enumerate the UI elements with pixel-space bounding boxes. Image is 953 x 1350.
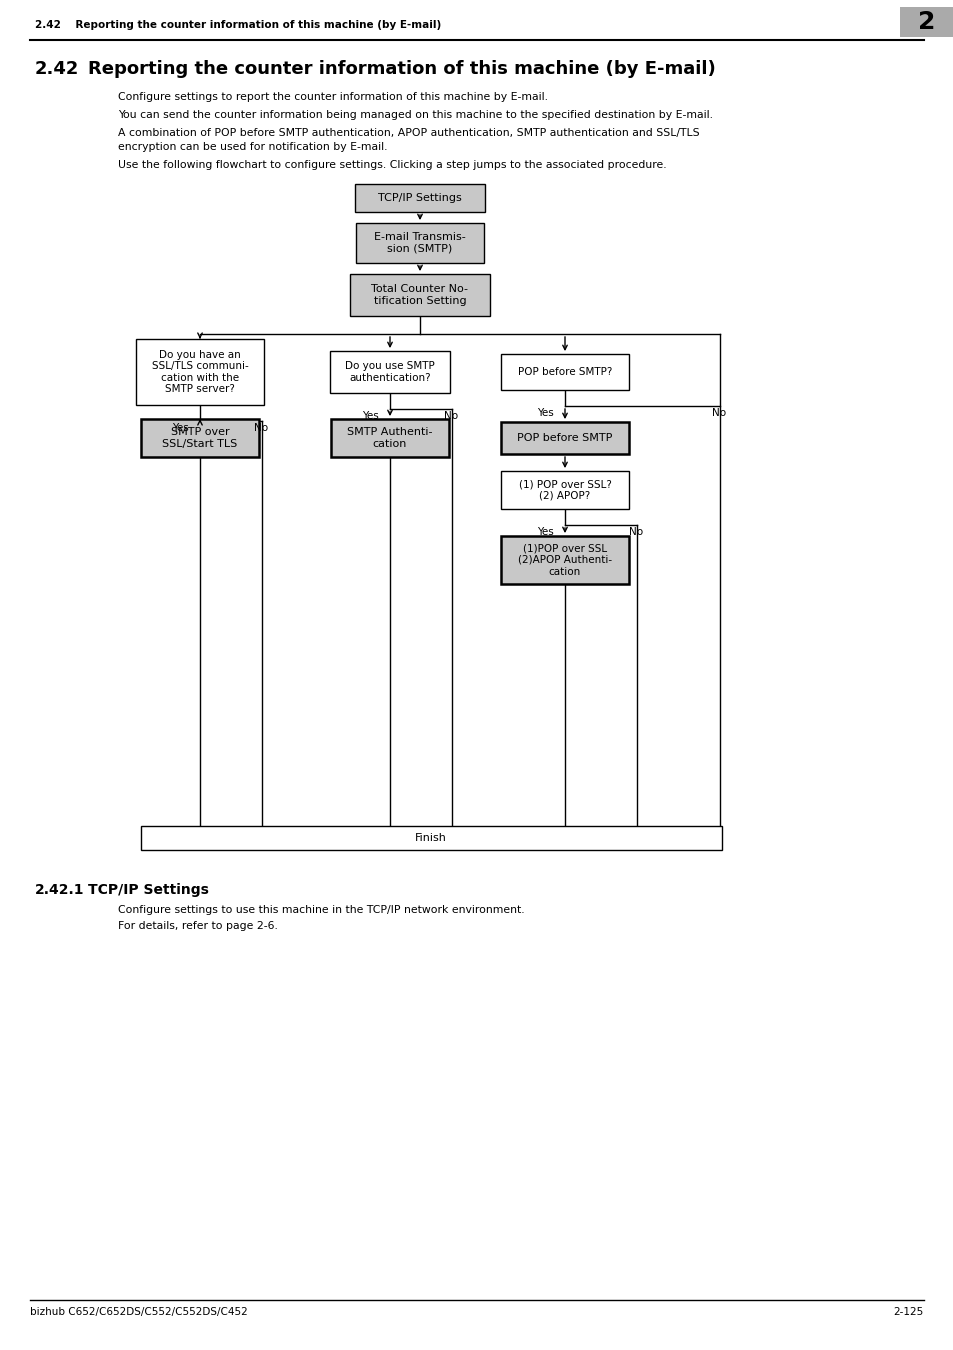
- Text: For details, refer to page 2-6.: For details, refer to page 2-6.: [118, 921, 277, 931]
- Text: You can send the counter information being managed on this machine to the specif: You can send the counter information bei…: [118, 109, 712, 120]
- Text: SMTP Authenti-
cation: SMTP Authenti- cation: [347, 427, 433, 448]
- Text: Finish: Finish: [415, 833, 446, 842]
- Text: Total Counter No-
tification Setting: Total Counter No- tification Setting: [371, 285, 468, 306]
- Bar: [500, 536, 628, 585]
- Bar: [330, 351, 450, 393]
- Text: 2: 2: [918, 9, 935, 34]
- Text: 2.42    Reporting the counter information of this machine (by E-mail): 2.42 Reporting the counter information o…: [35, 20, 441, 30]
- Bar: [141, 826, 721, 850]
- Text: TCP/IP Settings: TCP/IP Settings: [377, 193, 461, 202]
- Bar: [355, 184, 484, 212]
- Text: Yes: Yes: [537, 408, 553, 418]
- Bar: [500, 423, 628, 454]
- Text: Configure settings to use this machine in the TCP/IP network environment.: Configure settings to use this machine i…: [118, 904, 524, 915]
- Text: SMTP over
SSL/Start TLS: SMTP over SSL/Start TLS: [162, 427, 237, 448]
- Text: Yes: Yes: [537, 526, 553, 537]
- Bar: [899, 7, 953, 36]
- Bar: [355, 223, 483, 263]
- Text: Reporting the counter information of this machine (by E-mail): Reporting the counter information of thi…: [88, 59, 715, 78]
- Text: Use the following flowchart to configure settings. Clicking a step jumps to the : Use the following flowchart to configure…: [118, 161, 666, 170]
- Text: (1)POP over SSL
(2)APOP Authenti-
cation: (1)POP over SSL (2)APOP Authenti- cation: [517, 544, 612, 576]
- Text: bizhub C652/C652DS/C552/C552DS/C452: bizhub C652/C652DS/C552/C552DS/C452: [30, 1307, 248, 1318]
- Text: 2.42: 2.42: [35, 59, 79, 78]
- Text: Do you have an
SSL/TLS communi-
cation with the
SMTP server?: Do you have an SSL/TLS communi- cation w…: [152, 350, 248, 394]
- Text: POP before SMTP: POP before SMTP: [517, 433, 612, 443]
- Text: No: No: [443, 410, 457, 421]
- Text: No: No: [253, 423, 268, 433]
- Text: Do you use SMTP
authentication?: Do you use SMTP authentication?: [345, 362, 435, 383]
- Text: E-mail Transmis-
sion (SMTP): E-mail Transmis- sion (SMTP): [374, 232, 465, 254]
- Text: A combination of POP before SMTP authentication, APOP authentication, SMTP authe: A combination of POP before SMTP authent…: [118, 128, 699, 138]
- Text: encryption can be used for notification by E-mail.: encryption can be used for notification …: [118, 142, 387, 153]
- Text: Configure settings to report the counter information of this machine by E-mail.: Configure settings to report the counter…: [118, 92, 547, 103]
- Text: Yes: Yes: [172, 423, 189, 433]
- Bar: [500, 471, 628, 509]
- Text: POP before SMTP?: POP before SMTP?: [517, 367, 612, 377]
- Bar: [141, 418, 258, 458]
- Text: 2.42.1: 2.42.1: [35, 883, 85, 896]
- Text: (1) POP over SSL?
(2) APOP?: (1) POP over SSL? (2) APOP?: [518, 479, 611, 501]
- Text: No: No: [628, 526, 642, 537]
- Bar: [331, 418, 449, 458]
- Bar: [500, 354, 628, 390]
- Text: TCP/IP Settings: TCP/IP Settings: [88, 883, 209, 896]
- Text: 2-125: 2-125: [893, 1307, 923, 1318]
- Bar: [350, 274, 490, 316]
- Bar: [136, 339, 264, 405]
- Text: Yes: Yes: [361, 410, 378, 421]
- Text: No: No: [711, 408, 725, 418]
